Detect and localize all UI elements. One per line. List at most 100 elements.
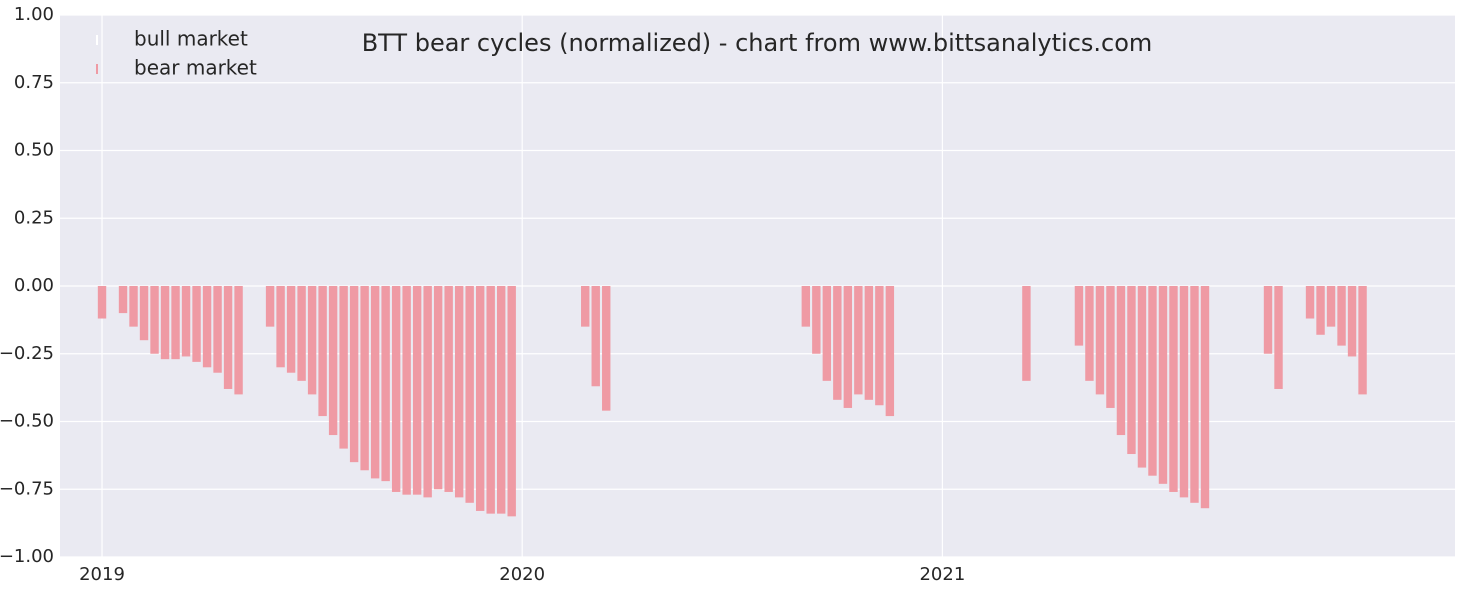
bar (801, 286, 811, 327)
bar (213, 286, 222, 373)
bar (1295, 286, 1304, 287)
bar (1316, 286, 1325, 335)
bar (1274, 286, 1283, 389)
bar (581, 286, 590, 327)
bar (917, 286, 926, 287)
bar (1148, 286, 1157, 476)
y-tick-label: 0.25 (14, 207, 54, 228)
legend-label: bull market (134, 27, 248, 51)
x-tick-label: 2019 (79, 564, 125, 585)
bar (412, 286, 422, 495)
bar (171, 286, 180, 360)
bar (108, 286, 117, 287)
bar (1064, 286, 1073, 287)
bar (875, 286, 884, 406)
bar (1095, 286, 1105, 395)
bar (328, 286, 338, 436)
bar (770, 286, 779, 287)
y-tick-label: 0.75 (14, 72, 54, 93)
bar (223, 286, 233, 389)
bar (475, 286, 485, 511)
bar (139, 286, 149, 341)
bar (749, 286, 758, 287)
bar (318, 286, 327, 417)
bar (1011, 286, 1021, 287)
bar (160, 286, 170, 360)
bar (1053, 286, 1063, 287)
bar (1074, 286, 1084, 346)
bar (1190, 286, 1199, 503)
bar (297, 286, 306, 381)
bar (1137, 286, 1147, 468)
bar (864, 286, 874, 400)
y-tick-label: 0.00 (14, 275, 54, 296)
bar (255, 286, 264, 287)
bar (150, 286, 159, 354)
bar (896, 286, 905, 287)
bar (402, 286, 411, 495)
bar (1337, 286, 1346, 346)
bar (97, 286, 107, 319)
bar (696, 286, 705, 287)
bar (623, 286, 632, 287)
chart-title: BTT bear cycles (normalized) - chart fro… (362, 29, 1153, 57)
y-tick-label: −0.25 (0, 343, 54, 364)
marks (97, 286, 1367, 517)
bar (528, 286, 537, 287)
y-tick-label: 1.00 (14, 4, 54, 25)
bar (423, 286, 432, 498)
bar (707, 286, 716, 287)
bar (517, 286, 527, 287)
bar (444, 286, 453, 492)
bar (1305, 286, 1315, 319)
bar (675, 286, 684, 287)
bar (833, 286, 842, 400)
bar (391, 286, 401, 492)
bar (927, 286, 937, 287)
bar (486, 286, 495, 514)
bar (1326, 286, 1336, 327)
bar (854, 286, 863, 395)
bar (1169, 286, 1178, 492)
bar (1200, 286, 1210, 509)
bar (339, 286, 348, 449)
bar (192, 286, 201, 362)
bar (717, 286, 726, 287)
bar (1022, 286, 1031, 381)
bar (454, 286, 464, 498)
bar (1116, 286, 1126, 436)
bar (1347, 286, 1357, 357)
bar (381, 286, 390, 482)
bar (980, 286, 989, 287)
bar (1211, 286, 1220, 287)
bar (507, 286, 516, 517)
x-tick-label: 2021 (919, 564, 965, 585)
bar (738, 286, 747, 287)
bar (1263, 286, 1273, 354)
bar (496, 286, 506, 514)
bar (812, 286, 821, 354)
bar (234, 286, 243, 395)
bar (1179, 286, 1189, 498)
bar (202, 286, 212, 368)
bar (370, 286, 380, 479)
bar (360, 286, 369, 471)
bar (969, 286, 979, 287)
bar (1127, 286, 1136, 455)
bar (570, 286, 579, 287)
bar (1221, 286, 1231, 287)
bar (633, 286, 642, 287)
bar (686, 286, 695, 287)
bar (433, 286, 443, 490)
bar (560, 286, 569, 287)
bar (591, 286, 600, 387)
bar (465, 286, 474, 503)
bar (822, 286, 832, 381)
bar (1085, 286, 1094, 381)
x-tick-label: 2020 (499, 564, 545, 585)
bar (349, 286, 359, 463)
bar (990, 286, 1000, 287)
bar (1001, 286, 1010, 287)
bar (276, 286, 285, 368)
